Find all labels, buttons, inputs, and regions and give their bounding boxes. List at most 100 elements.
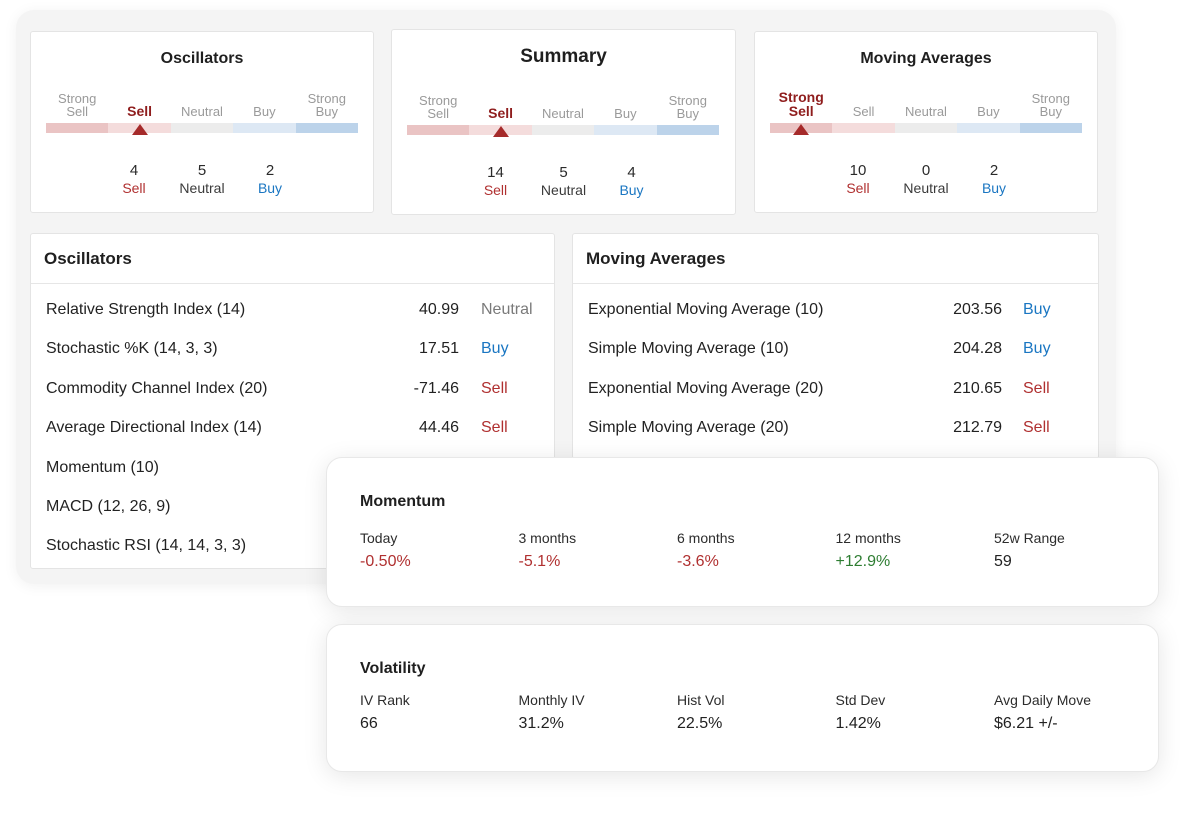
indicator-action: Buy bbox=[481, 340, 509, 358]
indicator-value: 17.51 bbox=[418, 340, 459, 358]
stat-3-months: 3 months -5.1% bbox=[519, 529, 669, 573]
stat-hist-vol: Hist Vol 22.5% bbox=[677, 691, 827, 735]
indicator-name: Stochastic %K (14, 3, 3) bbox=[46, 340, 218, 358]
stat-value: -5.1% bbox=[518, 553, 561, 570]
rating-pointer bbox=[131, 124, 148, 135]
stat-label: Monthly IV bbox=[518, 692, 585, 708]
bar-segment-buy bbox=[957, 123, 1020, 133]
table-row: Stochastic %K (14, 3, 3) 17.51 Buy bbox=[46, 340, 539, 362]
stat-label: IV Rank bbox=[360, 692, 410, 708]
indicator-action: Sell bbox=[481, 379, 508, 397]
rating-strong-buy: Strong Buy bbox=[668, 93, 707, 121]
stat-today: Today -0.50% bbox=[360, 529, 510, 573]
table-row: Momentum (10) bbox=[46, 459, 539, 481]
indicator-name: Simple Moving Average (20) bbox=[588, 419, 789, 437]
card-title: Momentum bbox=[360, 493, 446, 510]
table-title: Oscillators bbox=[31, 234, 554, 284]
stat-52w-range: 52w Range 59 bbox=[994, 529, 1144, 573]
bar-segment-strong-buy bbox=[656, 125, 720, 135]
stat-6-months: 6 months -3.6% bbox=[677, 529, 827, 573]
bar-segment-buy bbox=[233, 123, 296, 133]
rating-bar bbox=[46, 123, 359, 133]
rating-neutral: Neutral bbox=[905, 104, 947, 119]
stat-value: -0.50% bbox=[360, 553, 411, 570]
stat-value: 1.42% bbox=[835, 715, 881, 732]
rating-scale: Strong Sell Sell Neutral Buy Strong Buy bbox=[770, 88, 1082, 118]
stat-value: $6.21 +/- bbox=[994, 715, 1058, 732]
rating-strong-sell: Strong Sell bbox=[419, 93, 458, 121]
stat-label: Std Dev bbox=[835, 692, 886, 708]
indicator-name: MACD (12, 26, 9) bbox=[46, 498, 171, 515]
indicator-value: 203.56 bbox=[953, 301, 1002, 318]
stat-value: 66 bbox=[360, 715, 378, 732]
indicator-name: Exponential Moving Average (20) bbox=[588, 379, 824, 397]
gauge-title: Moving Averages bbox=[860, 50, 992, 67]
sell-count: 14 Sell bbox=[483, 164, 508, 198]
neutral-count: 5 Neutral bbox=[540, 164, 587, 198]
stat-value: 31.2% bbox=[518, 715, 564, 732]
moving-averages-table: Moving Averages Exponential Moving Avera… bbox=[572, 233, 1099, 459]
table-row: Stochastic RSI (14, 14, 3, 3) bbox=[46, 537, 539, 559]
rating-buy: Buy bbox=[977, 104, 1000, 119]
rating-strong-buy: Strong Buy bbox=[307, 91, 346, 119]
bar-segment-strong-buy bbox=[295, 123, 359, 133]
indicator-action: Buy bbox=[1023, 301, 1051, 318]
bar-segment-strong-sell bbox=[407, 125, 470, 135]
stat-std-dev: Std Dev 1.42% bbox=[836, 691, 986, 735]
volatility-card: Volatility IV Rank 66 Monthly IV 31.2% Hist … bbox=[326, 624, 1159, 772]
indicator-action: Neutral bbox=[481, 301, 533, 318]
indicator-name: Simple Moving Average (10) bbox=[588, 340, 789, 358]
table-row: Simple Moving Average (10) 204.28 Buy bbox=[588, 340, 1083, 362]
rating-neutral: Neutral bbox=[181, 104, 223, 119]
stat-label: Hist Vol bbox=[677, 692, 725, 708]
indicator-value: 212.79 bbox=[953, 419, 1002, 437]
stat-label: 12 months bbox=[835, 530, 901, 546]
stat-monthly-iv: Monthly IV 31.2% bbox=[519, 691, 669, 735]
buy-count: 2 Buy bbox=[981, 162, 1007, 196]
rating-strong-buy: Strong Buy bbox=[1031, 91, 1070, 119]
rating-sell: Sell bbox=[488, 105, 514, 121]
rating-neutral: Neutral bbox=[542, 106, 584, 121]
rating-sell: Sell bbox=[852, 104, 875, 119]
oscillators-gauge-card: Oscillators Strong Sell Sell Neutral Buy Stro… bbox=[30, 31, 374, 213]
oscillators-table: Oscillators Relative Strength Index (14)… bbox=[30, 233, 555, 569]
indicator-value: 204.28 bbox=[953, 340, 1002, 358]
stat-label: 6 months bbox=[677, 530, 735, 546]
stat-label: Today bbox=[360, 530, 398, 546]
table-row: Simple Moving Average (20) 212.79 Sell bbox=[588, 419, 1083, 441]
table-row: Commodity Channel Index (20) -71.46 Sell bbox=[46, 380, 539, 402]
stat-value: 59 bbox=[994, 553, 1012, 570]
bar-segment-buy bbox=[594, 125, 657, 135]
table-row: Exponential Moving Average (10) 203.56 Buy bbox=[588, 301, 1083, 323]
buy-count: 4 Buy bbox=[619, 164, 644, 198]
indicator-name: Exponential Moving Average (10) bbox=[588, 301, 824, 318]
sell-count: 10 Sell bbox=[846, 162, 870, 196]
rating-scale: Strong Sell Sell Neutral Buy Strong Buy bbox=[407, 90, 719, 120]
table-row: Relative Strength Index (14) 40.99 Neutral bbox=[46, 301, 539, 323]
rating-sell: Sell bbox=[127, 103, 153, 119]
gauge-title: Oscillators bbox=[160, 50, 244, 67]
indicator-action: Buy bbox=[1023, 340, 1051, 358]
stat-value: -3.6% bbox=[677, 553, 719, 570]
rating-scale: Strong Sell Sell Neutral Buy Strong Buy bbox=[46, 88, 358, 118]
indicator-action: Sell bbox=[1023, 419, 1050, 437]
neutral-count: 5 Neutral bbox=[179, 162, 225, 196]
rating-buy: Buy bbox=[253, 104, 276, 119]
indicator-name: Stochastic RSI (14, 14, 3, 3) bbox=[46, 537, 247, 555]
table-row: MACD (12, 26, 9) bbox=[46, 498, 539, 520]
neutral-count: 0 Neutral bbox=[903, 162, 949, 196]
bar-segment-strong-buy bbox=[1019, 123, 1083, 133]
sell-count: 4 Sell bbox=[122, 162, 146, 196]
indicator-value: 40.99 bbox=[418, 301, 459, 318]
indicator-name: Commodity Channel Index (20) bbox=[46, 379, 268, 397]
stat-12-months: 12 months +12.9% bbox=[836, 529, 986, 573]
buy-count: 2 Buy bbox=[257, 162, 283, 196]
rating-bar bbox=[407, 125, 720, 135]
gauge-title: Summary bbox=[520, 46, 607, 67]
rating-buy: Buy bbox=[614, 106, 637, 121]
stat-iv-rank: IV Rank 66 bbox=[360, 691, 510, 735]
stat-label: Avg Daily Move bbox=[994, 692, 1092, 708]
rating-strong-sell: Strong Sell bbox=[58, 91, 97, 119]
rating-counts: 14 Sell 5 Neutral 4 Buy bbox=[392, 164, 735, 199]
